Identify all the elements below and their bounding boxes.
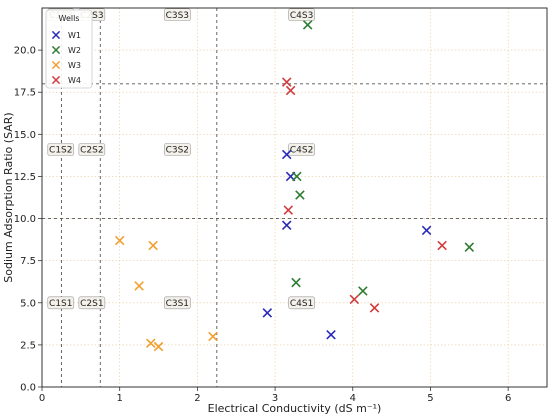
data-point-w1: [281, 149, 292, 160]
y-tick-label: 5.0: [20, 298, 36, 309]
zone-label-text: C4S3: [290, 11, 313, 21]
zone-label-text: C3S1: [166, 299, 189, 309]
zone-label: C4S2: [288, 143, 315, 156]
zone-label-box: [164, 296, 191, 310]
y-axis-title: Sodium Adsorption Ratio (SAR): [2, 112, 15, 282]
y-tick-label: 17.5: [14, 88, 36, 99]
x-tick-label: 5: [427, 393, 433, 404]
data-point-w4: [349, 294, 360, 305]
zone-label-text: C4S2: [290, 146, 313, 156]
legend-label: W1: [68, 31, 81, 40]
zone-label: C4S1: [288, 296, 315, 310]
zone-label: C1S1: [47, 296, 75, 310]
zone-label-box: [164, 8, 191, 22]
data-point-w4: [437, 240, 447, 251]
data-point-w2: [291, 277, 301, 288]
data-point-w3: [146, 338, 156, 348]
data-point-w1: [421, 225, 432, 236]
x-tick-label: 2: [194, 393, 200, 404]
data-points-layer: [114, 20, 475, 352]
zone-label-box: [288, 296, 315, 310]
y-tick-label: 15.0: [14, 130, 36, 141]
y-tick-label: 0.0: [20, 383, 36, 394]
zone-label-box: [47, 296, 75, 310]
zone-label: C2S1: [78, 296, 106, 310]
y-tick-label: 12.5: [14, 172, 36, 183]
zone-label-box: [47, 143, 75, 156]
x-tick-label: 6: [505, 393, 511, 404]
data-point-w1: [262, 308, 273, 318]
zone-label-text: C2S2: [80, 146, 103, 156]
legend-box: [45, 9, 93, 89]
y-tick-label: 20.0: [14, 46, 36, 57]
zone-label-box: [288, 143, 315, 156]
data-point-w3: [148, 240, 158, 251]
data-point-w3: [153, 341, 164, 352]
x-tick-label: 3: [272, 393, 278, 404]
data-point-w3: [114, 235, 125, 246]
data-point-w4: [369, 303, 380, 313]
zone-label-text: C3S3: [166, 11, 189, 21]
legend-title: Wells: [59, 14, 80, 23]
y-tick-label: 2.5: [20, 340, 36, 351]
legend-marker: [51, 45, 61, 55]
zone-label: C3S3: [164, 8, 191, 22]
x-tick-label: 4: [350, 393, 356, 404]
zone-label: C3S2: [164, 143, 191, 156]
data-point-w4: [281, 77, 292, 87]
legend-label: W3: [68, 61, 81, 70]
data-point-w4: [283, 205, 294, 215]
data-point-w3: [134, 281, 144, 291]
zone-label-text: C2S1: [80, 299, 103, 309]
data-point-w2: [358, 286, 368, 296]
legend-marker: [51, 75, 61, 85]
y-tick-label: 7.5: [20, 256, 36, 267]
x-axis-title: Electrical Conductivity (dS m⁻¹): [208, 402, 382, 415]
data-point-w2: [292, 171, 302, 182]
axis-ticks: 0 1 2 3 4 5 6 0.0 2.5 5.0 7.5 10.0 12.5 15.0 17.5 20.0: [14, 46, 512, 404]
zone-label-box: [288, 8, 315, 22]
zone-label-text: C1S1: [49, 299, 72, 309]
zone-label: C4S3: [288, 8, 315, 22]
data-point-w2: [302, 20, 313, 30]
data-point-w3: [208, 331, 218, 342]
legend-marker: [51, 60, 61, 70]
data-point-w2: [295, 190, 305, 200]
x-tick-label: 0: [39, 393, 45, 404]
boundary-layer: [42, 8, 547, 387]
zone-label-text: C1S2: [49, 146, 72, 156]
data-point-w4: [285, 85, 296, 96]
zone-label-text: C3S2: [166, 146, 189, 156]
y-tick-label: 10.0: [14, 214, 36, 225]
legend-label: W4: [68, 76, 81, 85]
data-point-w1: [281, 220, 292, 231]
zone-label: C3S1: [164, 296, 191, 310]
zone-label-box: [164, 143, 191, 156]
data-point-w1: [326, 330, 336, 340]
zone-label-box: [78, 143, 106, 156]
zone-label-box: [78, 296, 106, 310]
zone-label: C2S2: [78, 143, 106, 156]
legend: Wells W1 W2 W3 W4: [45, 9, 93, 89]
zone-label: C1S2: [47, 143, 75, 156]
x-tick-label: 1: [117, 393, 123, 404]
plot-frame: [41, 7, 548, 388]
zone-label-text: C4S1: [290, 299, 313, 309]
legend-label: W2: [68, 46, 81, 55]
data-point-w2: [464, 242, 475, 252]
legend-marker: [51, 30, 61, 40]
